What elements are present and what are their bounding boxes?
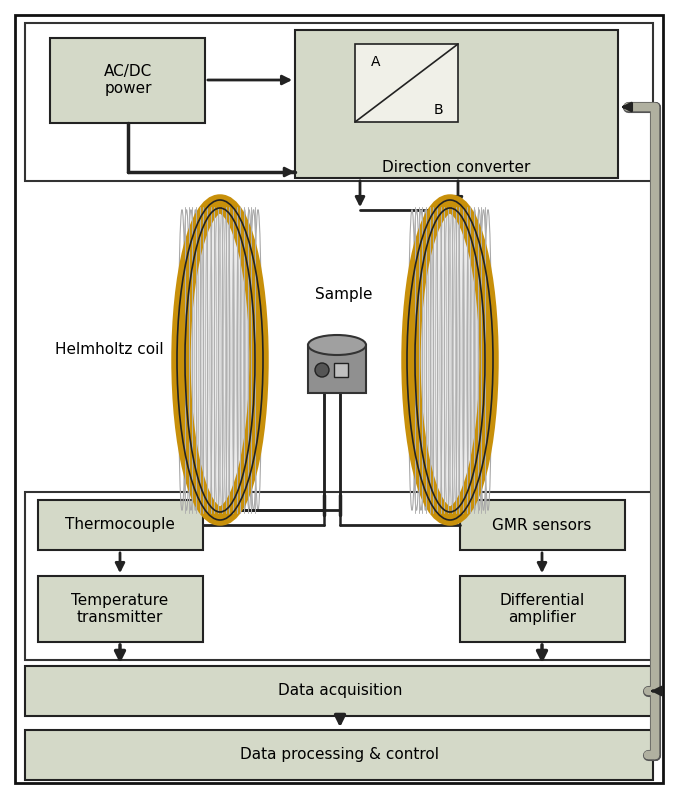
Bar	[308, 345, 366, 393]
Bar	[295, 30, 618, 178]
Bar	[25, 666, 653, 716]
Bar	[355, 44, 458, 122]
Bar	[38, 576, 203, 642]
Bar	[460, 500, 625, 550]
Text: Thermocouple: Thermocouple	[65, 517, 175, 532]
Text: Sample: Sample	[315, 287, 373, 302]
Bar	[460, 576, 625, 642]
Bar	[25, 492, 653, 660]
Ellipse shape	[182, 205, 258, 515]
Ellipse shape	[418, 205, 482, 515]
Bar	[25, 23, 653, 181]
Text: Data acquisition: Data acquisition	[278, 684, 402, 698]
Bar	[25, 730, 653, 780]
Text: Data processing & control: Data processing & control	[240, 748, 440, 763]
Text: A: A	[371, 55, 381, 69]
Ellipse shape	[412, 205, 488, 515]
Ellipse shape	[308, 335, 366, 355]
Bar	[38, 500, 203, 550]
Text: Temperature
transmitter: Temperature transmitter	[71, 593, 169, 625]
Ellipse shape	[188, 205, 252, 515]
Text: B: B	[433, 103, 443, 117]
Circle shape	[315, 363, 329, 377]
Text: Differential
amplifier: Differential amplifier	[499, 593, 584, 625]
Text: Direction converter: Direction converter	[382, 160, 530, 175]
Text: Helmholtz coil: Helmholtz coil	[55, 342, 164, 358]
Text: AC/DC
power: AC/DC power	[104, 64, 152, 97]
Bar	[334, 363, 348, 377]
Text: GMR sensors: GMR sensors	[493, 517, 592, 532]
Bar	[50, 38, 205, 123]
